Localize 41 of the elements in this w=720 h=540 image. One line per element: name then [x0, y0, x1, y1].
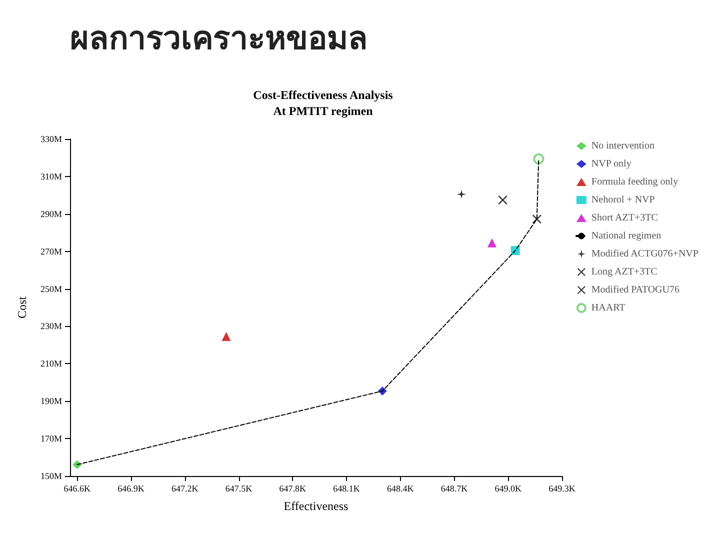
y-tick-label: 230M: [40, 321, 62, 332]
legend-label: Formula feeding only: [591, 176, 678, 188]
x-tick-label: 647.2K: [172, 484, 199, 494]
y-tick-label: 210M: [40, 358, 62, 369]
x-tick-label: 648.4K: [387, 484, 414, 494]
legend-label: No intervention: [591, 140, 654, 152]
y-axis-title: Cost: [15, 296, 29, 319]
legend-label: Long AZT+3TC: [591, 266, 658, 278]
legend-label: National regimen: [591, 230, 662, 242]
point: [222, 332, 231, 342]
x-tick-label: 646.6K: [64, 484, 92, 494]
y-tick-label: 270M: [40, 246, 62, 256]
text: ผลการวเคราะหขอมล: [70, 19, 368, 57]
x-tick-label: 647.8K: [279, 484, 307, 494]
x-tick-label: 649.0K: [494, 484, 522, 494]
point: [72, 460, 82, 470]
legend-label: Short AZT+3TC: [591, 212, 658, 224]
x-tick-label: 649.3K: [548, 484, 576, 494]
legend-label: NVP only: [591, 158, 632, 170]
x-tick-label: 647.5K: [225, 484, 253, 494]
y-tick-label: 150M: [40, 471, 62, 481]
legend-label: Nehorol + NVP: [591, 194, 656, 206]
y-tick-label: 330M: [40, 134, 62, 144]
legend-label: Modified ACTG076+NVP: [591, 248, 699, 260]
point: [456, 190, 466, 199]
x-tick-label: 648.7K: [440, 484, 468, 494]
y-tick-label: 250M: [40, 284, 62, 294]
chart-title: Cost-Effectiveness Analysis: [253, 88, 394, 102]
y-tick-label: 290M: [40, 208, 62, 219]
x-axis-title: Effectiveness: [284, 499, 349, 513]
point: [533, 153, 544, 164]
legend-label: Modified PATOGU76: [591, 284, 680, 296]
y-tick-label: 190M: [40, 396, 62, 406]
x-tick-label: 646.9K: [118, 484, 145, 494]
point: [487, 238, 496, 248]
y-tick-label: 310M: [40, 171, 62, 182]
legend-label: HAART: [591, 302, 626, 314]
y-tick-label: 170M: [40, 434, 62, 444]
point: [498, 196, 508, 205]
x-tick-label: 648.1K: [333, 484, 360, 494]
chart-subtitle: At PMTIT regimen: [273, 104, 374, 118]
